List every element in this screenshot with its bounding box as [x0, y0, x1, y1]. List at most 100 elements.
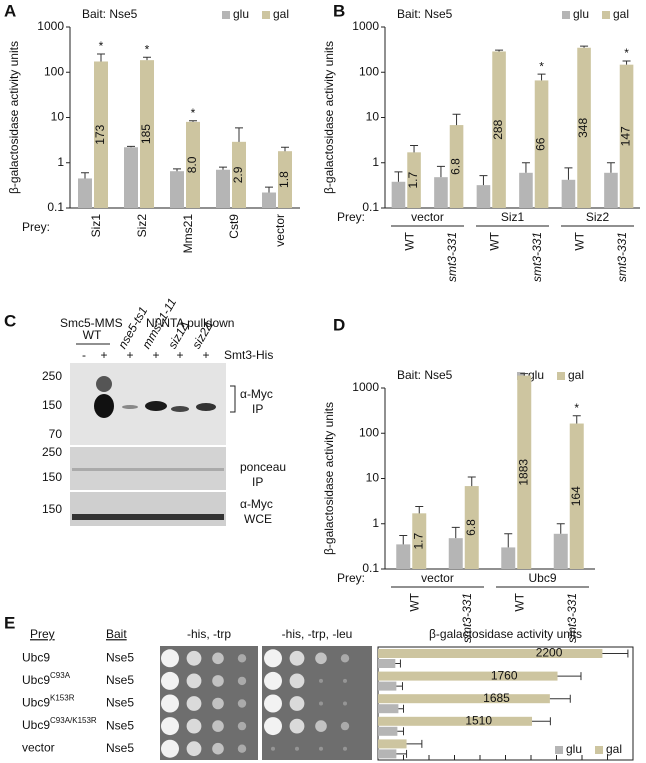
y-tick-label: 1 — [57, 155, 64, 169]
x-axis-label: Prey: — [337, 571, 365, 585]
legend-label: gal — [273, 7, 289, 21]
yeast-spot — [315, 720, 327, 732]
yeast-spot — [264, 671, 282, 690]
yeast-spot — [319, 678, 323, 683]
bar — [378, 749, 397, 759]
yeast-spot — [319, 746, 323, 751]
yeast-spot — [161, 739, 179, 758]
group-label: vector — [411, 210, 444, 224]
group-label: vector — [421, 571, 454, 585]
error-bar — [394, 171, 403, 182]
prey-superscript: C93A — [50, 671, 71, 680]
x-tick-label: WT — [572, 231, 586, 250]
error-bar — [396, 682, 403, 691]
prey-label: Ubc9C93A — [22, 671, 71, 687]
panel-label: D — [333, 315, 345, 334]
error-bar — [504, 533, 513, 548]
column-header: -his, -trp, -leu — [282, 627, 353, 641]
value-label: 1883 — [516, 459, 530, 486]
bait-label: Nse5 — [106, 696, 134, 710]
bar — [378, 659, 396, 668]
blot-panel: Smc5-MMS Ni-NTA pulldown WT nse5-ts1 mms… — [42, 296, 286, 526]
blot-right-label: α-Myc — [240, 497, 273, 511]
bar — [604, 172, 618, 208]
error-bar — [564, 167, 573, 180]
value-label: 6.8 — [464, 519, 478, 536]
yeast-spot — [161, 717, 179, 736]
bar — [278, 151, 292, 208]
blot-label: Ni-NTA pulldown — [146, 316, 234, 330]
bracket — [230, 385, 236, 413]
error-bar — [520, 373, 529, 376]
bar — [216, 169, 230, 208]
value-label: 185 — [139, 124, 153, 144]
significance-mark: * — [574, 401, 579, 415]
prey-name: vector — [22, 741, 55, 755]
x-tick-label: Siz2 — [135, 214, 149, 238]
yeast-spot — [237, 676, 247, 686]
bar — [124, 147, 138, 208]
yeast-spot — [161, 671, 179, 690]
error-bar — [396, 749, 408, 758]
lane-sign: + — [202, 348, 209, 362]
value-label: 1510 — [465, 713, 492, 727]
legend-label: gal — [606, 742, 622, 756]
bar — [407, 152, 421, 208]
bar — [94, 61, 108, 209]
yeast-spot — [161, 649, 179, 668]
yeast-spot — [319, 701, 323, 706]
y-tick-label: 0.1 — [362, 200, 379, 214]
bar — [396, 544, 411, 569]
yeast-spot — [289, 718, 305, 734]
error-bar — [479, 175, 488, 186]
annotation: Bait: Nse5 — [82, 7, 138, 21]
yeast-spot — [237, 699, 247, 708]
x-tick-label: smt3-331 — [530, 232, 544, 282]
y-tick-label: 1 — [372, 155, 379, 169]
error-bar — [606, 162, 615, 173]
yeast-spot — [271, 746, 275, 751]
legend-label: glu — [573, 7, 589, 21]
error-bar — [415, 506, 424, 514]
error-bar — [467, 476, 476, 487]
group-label: Siz2 — [586, 210, 610, 224]
y-tick-label: 0.1 — [362, 561, 379, 575]
error-bar — [521, 162, 530, 173]
error-bar — [97, 53, 105, 62]
blot-image — [70, 492, 226, 526]
error-bar — [495, 49, 504, 52]
yeast-spot — [289, 673, 305, 689]
prey-name: Ubc9 — [22, 696, 50, 710]
panel-label: A — [4, 1, 16, 20]
yeast-spot — [343, 746, 347, 751]
bar — [553, 533, 568, 569]
blot-right-label: IP — [252, 475, 263, 489]
y-tick-label: 1000 — [37, 19, 64, 33]
column-header: Prey — [30, 627, 55, 641]
y-tick-label: 10 — [51, 110, 65, 124]
mw-marker: 150 — [42, 398, 62, 412]
bar — [501, 547, 516, 569]
prey-name: Ubc9 — [22, 718, 50, 732]
legend-label: gal — [613, 7, 629, 21]
bait-label: Nse5 — [106, 650, 134, 664]
value-label: 2200 — [536, 646, 563, 660]
lane-sign-label: Smt3-His — [224, 348, 273, 362]
y-tick-label: 1000 — [352, 19, 379, 33]
y-tick-label: 100 — [359, 64, 379, 78]
panel-label: C — [4, 311, 16, 330]
error-bar — [532, 717, 551, 726]
bar — [378, 716, 533, 726]
x-tick-label: Siz1 — [89, 214, 103, 238]
prey-superscript: K153R — [50, 694, 75, 703]
y-tick-label: 100 — [44, 64, 64, 78]
annotation: Bait: Nse5 — [397, 7, 453, 21]
x-tick-label: WT — [402, 231, 416, 250]
error-bar — [557, 672, 582, 681]
blot-band — [122, 405, 138, 409]
y-axis-label: β-galactosidase activity units — [322, 41, 336, 194]
legend-swatch — [555, 746, 563, 754]
value-label: 147 — [619, 126, 633, 146]
significance-mark: * — [145, 42, 150, 56]
